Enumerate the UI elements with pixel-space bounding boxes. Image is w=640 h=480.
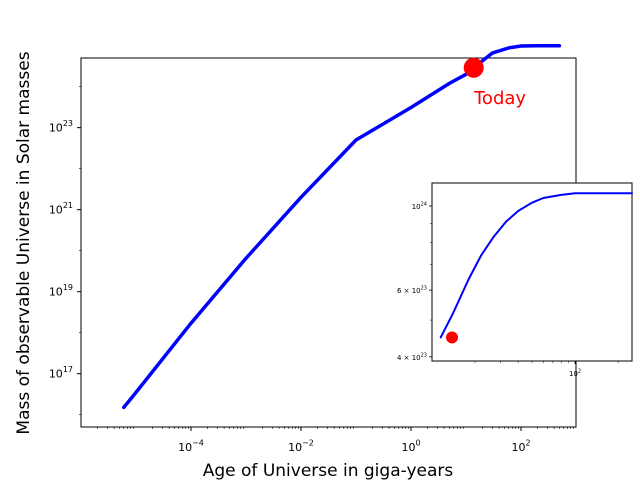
inset-series-line: [439, 192, 633, 339]
inset-y-ticks: 4 × 1023 6 × 1023 1024: [397, 202, 432, 362]
main-series-line: [122, 43, 562, 410]
x-tick-label: 10−4: [178, 438, 204, 454]
y-tick-label: 1023: [49, 119, 73, 135]
x-tick-label: 100: [401, 438, 420, 454]
today-marker: [463, 57, 484, 78]
inset-plot-frame: [431, 182, 633, 362]
main-x-ticks: 10−4 10−2 100 102: [97, 427, 574, 454]
y-tick-label: 1017: [49, 365, 73, 381]
inset-today-marker: [446, 331, 459, 344]
inset-y-tick-label: 6 × 1023: [397, 286, 427, 296]
today-annotation: Today: [473, 88, 526, 109]
inset-y-tick-label: 4 × 1023: [397, 352, 427, 362]
y-tick-label: 1019: [49, 283, 73, 299]
y-tick-label: 1021: [49, 201, 73, 217]
inset-y-tick-label: 1024: [412, 202, 427, 212]
inset-chart: 102 4 × 1023 6 × 1023 1024: [397, 182, 633, 379]
x-tick-label: 10−2: [288, 438, 314, 454]
main-y-ticks: 1017 1019 1021 1023: [49, 86, 81, 415]
y-axis-label: Mass of observable Universe in Solar mas…: [14, 51, 34, 434]
inset-x-ticks: 102: [474, 361, 619, 379]
x-axis-label: Age of Universe in giga-years: [203, 461, 454, 480]
inset-x-tick-label: 102: [569, 369, 581, 379]
x-tick-label: 102: [511, 438, 530, 454]
